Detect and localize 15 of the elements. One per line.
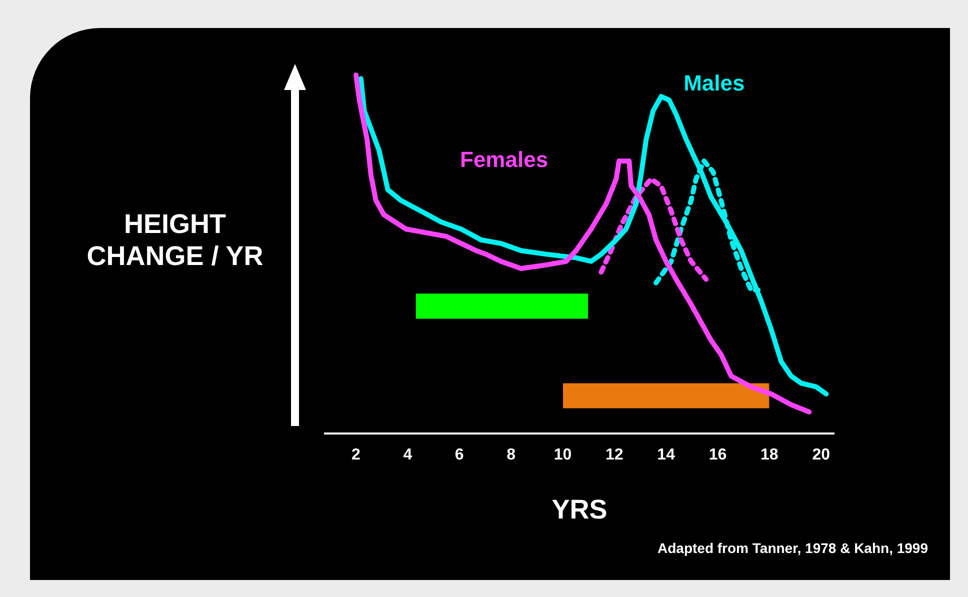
series-label: Males (684, 70, 745, 96)
x-tick-label: 6 (454, 446, 464, 464)
x-tick-label: 4 (403, 446, 412, 464)
x-tick-label: 20 (812, 446, 830, 464)
x-tick-label: 16 (708, 446, 727, 464)
text: Adapted from Tanner, 1978 & Kahn, 1999 (656, 540, 928, 557)
x-tick-label: 10 (554, 446, 572, 464)
x-tick-label: 2 (352, 446, 361, 464)
y-axis-title: HEIGHT CHANGE / YR (86, 208, 264, 272)
x-tick-label: 14 (657, 446, 676, 464)
x-tick-label: 18 (760, 446, 778, 464)
x-axis-title: YRS (552, 494, 608, 524)
x-tick-label: 12 (605, 446, 624, 464)
x-tick-label: 8 (506, 446, 516, 464)
text: Females (460, 147, 548, 172)
